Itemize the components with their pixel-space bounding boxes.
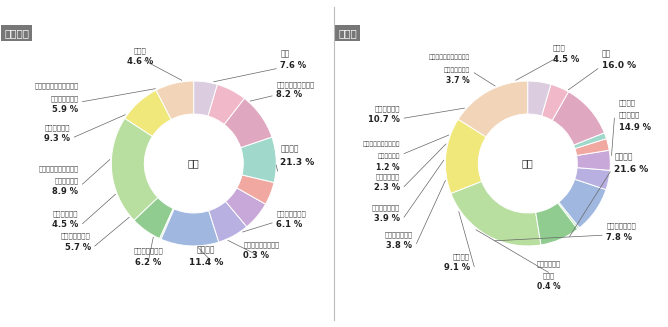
Text: 21.3 %: 21.3 % — [281, 158, 315, 167]
Wedge shape — [160, 209, 174, 239]
Text: パートタイマー: パートタイマー — [372, 204, 400, 211]
Wedge shape — [208, 84, 244, 124]
Wedge shape — [237, 175, 274, 204]
Wedge shape — [536, 203, 578, 245]
Text: 10.7 %: 10.7 % — [368, 115, 400, 124]
Text: 8.2 %: 8.2 % — [277, 90, 303, 99]
Text: 大学院: 大学院 — [338, 28, 357, 38]
Text: 7.6 %: 7.6 % — [281, 61, 307, 70]
Text: 会社員等: 会社員等 — [615, 153, 633, 162]
Text: 6.1 %: 6.1 % — [277, 220, 303, 230]
Wedge shape — [576, 150, 611, 170]
Text: 在籍する学生: 在籍する学生 — [377, 154, 400, 159]
Text: 1.2 %: 1.2 % — [376, 163, 400, 172]
Wedge shape — [161, 209, 219, 246]
Text: 0.4 %: 0.4 % — [536, 282, 560, 290]
Wedge shape — [194, 81, 217, 116]
Text: 看護師等: 看護師等 — [453, 253, 470, 260]
Wedge shape — [446, 119, 486, 194]
Text: 自営業・自由業: 自営業・自由業 — [606, 223, 636, 230]
Text: 定年等退職者: 定年等退職者 — [375, 105, 400, 112]
Text: 3.8 %: 3.8 % — [386, 241, 412, 250]
Text: 14.9 %: 14.9 % — [619, 123, 651, 132]
Text: 退職者等以外）: 退職者等以外） — [444, 67, 470, 73]
Text: 従事者: 従事者 — [542, 272, 554, 279]
Text: 5.9 %: 5.9 % — [52, 105, 78, 114]
Wedge shape — [112, 118, 158, 220]
Wedge shape — [574, 168, 610, 190]
Text: 11.4 %: 11.4 % — [189, 258, 223, 267]
Text: 16.0 %: 16.0 % — [602, 61, 636, 70]
Text: 5.7 %: 5.7 % — [65, 243, 91, 252]
Text: アルバイト等: アルバイト等 — [53, 211, 78, 217]
Text: 団体職員等: 団体職員等 — [619, 112, 640, 118]
Text: 8.9 %: 8.9 % — [52, 187, 78, 197]
Text: 0.3 %: 0.3 % — [243, 251, 269, 260]
Text: 専業主婦（夫）: 専業主婦（夫） — [134, 248, 163, 254]
Text: 他大学・専門学校等に: 他大学・専門学校等に — [363, 141, 400, 147]
Text: 他大学・専門学校等に: 他大学・専門学校等に — [38, 165, 78, 172]
Text: 4.5 %: 4.5 % — [52, 220, 78, 230]
Text: パートタイマー: パートタイマー — [61, 233, 91, 239]
Text: 公務員・: 公務員・ — [619, 99, 635, 106]
Wedge shape — [125, 90, 171, 136]
Wedge shape — [134, 198, 173, 239]
Text: 無職（専業主婦・定年等: 無職（専業主婦・定年等 — [429, 55, 470, 60]
Wedge shape — [558, 202, 579, 229]
Text: 9.3 %: 9.3 % — [44, 134, 70, 143]
Text: 7.8 %: 7.8 % — [606, 233, 632, 242]
Wedge shape — [542, 84, 568, 120]
Text: 農林水産業等: 農林水産業等 — [536, 260, 560, 267]
Text: その他: その他 — [134, 47, 146, 54]
Text: 4.6 %: 4.6 % — [127, 57, 154, 66]
Text: 職業: 職業 — [188, 159, 200, 168]
Wedge shape — [240, 137, 277, 182]
Text: 21.6 %: 21.6 % — [615, 165, 649, 174]
Wedge shape — [226, 188, 266, 227]
Text: 農林水産業等従事者: 農林水産業等従事者 — [243, 242, 279, 249]
Text: 定年等退職者: 定年等退職者 — [45, 124, 70, 130]
Text: 無職（専業主婦・定年等: 無職（専業主婦・定年等 — [34, 83, 78, 89]
Text: 退職者等以外）: 退職者等以外） — [50, 95, 78, 102]
Wedge shape — [209, 201, 246, 242]
Text: 9.1 %: 9.1 % — [444, 263, 470, 272]
Wedge shape — [224, 98, 272, 147]
Wedge shape — [156, 81, 194, 120]
Text: 3.9 %: 3.9 % — [374, 214, 400, 223]
Wedge shape — [451, 181, 541, 246]
Text: その他: その他 — [552, 45, 565, 51]
Text: 看護師等: 看護師等 — [197, 245, 215, 254]
Text: 教員: 教員 — [602, 49, 611, 58]
Text: 専業主婦（夫）: 専業主婦（夫） — [384, 231, 412, 238]
Wedge shape — [575, 139, 609, 156]
Wedge shape — [458, 81, 528, 137]
Text: 職業: 職業 — [522, 159, 534, 168]
Text: 6.2 %: 6.2 % — [136, 258, 162, 267]
Text: 教員: 教員 — [281, 49, 290, 58]
Text: 会社員等: 会社員等 — [281, 145, 299, 154]
Text: 自営業・自由業: 自営業・自由業 — [277, 211, 306, 217]
Wedge shape — [552, 92, 605, 145]
Text: 3.7 %: 3.7 % — [446, 76, 470, 85]
Wedge shape — [574, 133, 607, 148]
Text: 在籍する学生: 在籍する学生 — [54, 178, 78, 184]
Wedge shape — [528, 81, 551, 116]
Text: 4.5 %: 4.5 % — [552, 55, 578, 64]
Text: アルバイト等: アルバイト等 — [376, 173, 400, 180]
Wedge shape — [558, 179, 606, 228]
Text: 公務員・団体職員等: 公務員・団体職員等 — [277, 81, 315, 88]
Text: 教養学部: 教養学部 — [4, 28, 29, 38]
Text: 2.3 %: 2.3 % — [374, 183, 400, 192]
